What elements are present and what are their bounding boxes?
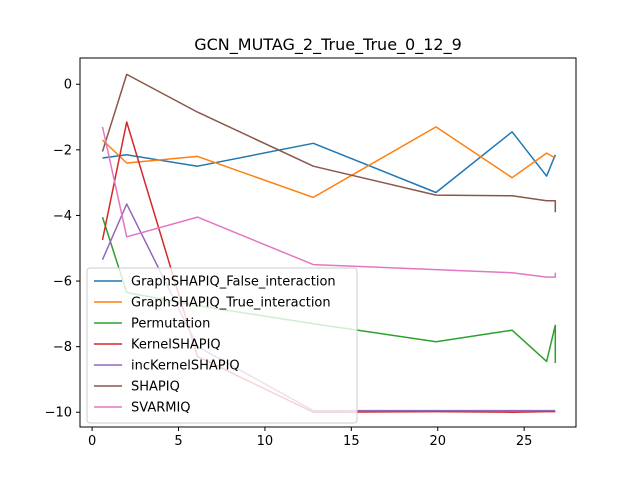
- x-tick-label: 0: [88, 434, 96, 449]
- y-tick-label: −10: [45, 406, 72, 421]
- series-line-5: [101, 203, 556, 412]
- y-tick-label: −8: [53, 340, 72, 355]
- x-tick-label: 15: [343, 434, 360, 449]
- legend-label: GraphSHAPIQ_False_interaction: [131, 275, 336, 290]
- legend: GraphSHAPIQ_False_interaction GraphSHAPIQ…: [86, 267, 358, 424]
- series-line-6: [101, 73, 557, 213]
- y-tick-label: −4: [53, 209, 72, 224]
- chart-title: GCN_MUTAG_2_True_True_0_12_9: [194, 35, 462, 55]
- y-tick-label: −2: [53, 143, 72, 158]
- y-tick-label: 0: [64, 78, 72, 93]
- x-axis: 0 5 10 15 20 25: [88, 427, 532, 449]
- legend-label: GraphSHAPIQ_True_interaction: [131, 296, 331, 311]
- series-line-4: [101, 121, 556, 413]
- legend-label: KernelSHAPIQ: [131, 338, 221, 353]
- legend-label: SVARMIQ: [131, 401, 191, 416]
- x-tick-label: 5: [174, 434, 182, 449]
- y-tick-label: −6: [53, 275, 72, 290]
- x-tick-label: 25: [516, 434, 533, 449]
- series-line-7: [101, 126, 557, 278]
- x-tick-label: 20: [429, 434, 446, 449]
- x-tick-label: 10: [257, 434, 274, 449]
- series-line-1: [102, 131, 556, 194]
- legend-label: incKernelSHAPIQ: [131, 359, 240, 374]
- plot-area-frame: [79, 57, 577, 428]
- legend-box: [86, 267, 358, 424]
- legend-label: Permutation: [131, 317, 210, 332]
- legend-label: SHAPIQ: [131, 380, 180, 395]
- y-axis: 0 −2 −4 −6 −8 −10: [45, 78, 80, 421]
